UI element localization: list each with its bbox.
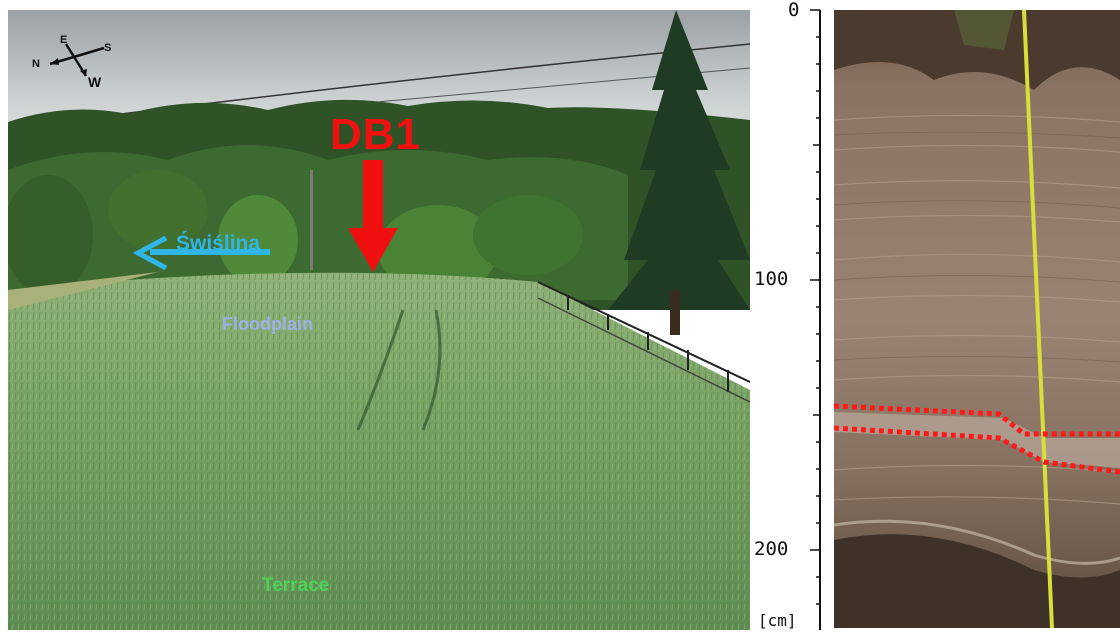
profile-label: DB1 — [330, 110, 422, 159]
soil-profile-photo — [834, 10, 1120, 628]
terrace-label: Terrace — [262, 575, 330, 596]
field-photo: N E S W DB1 Świślina Floodplain Terrace — [8, 10, 750, 630]
compass-north: N — [32, 58, 40, 70]
soil-profile-illustration — [834, 10, 1120, 628]
river-label: Świślina — [176, 232, 261, 255]
depth-scale-axis — [810, 9, 821, 630]
compass-south: S — [104, 42, 112, 54]
compass-west: W — [88, 74, 102, 90]
depth-tick-200: 200 — [754, 538, 789, 560]
floodplain-label: Floodplain — [222, 314, 313, 334]
compass-east: E — [60, 34, 68, 46]
depth-tick-0: 0 — [788, 0, 800, 21]
compass-rose: N E S W — [30, 34, 120, 94]
depth-unit: [cm] — [758, 611, 797, 630]
depth-tick-100: 100 — [754, 268, 789, 290]
depth-scale: 0 100 200 [cm] — [752, 0, 832, 635]
landscape-illustration — [8, 10, 750, 630]
compass-arrows-icon — [49, 43, 105, 77]
